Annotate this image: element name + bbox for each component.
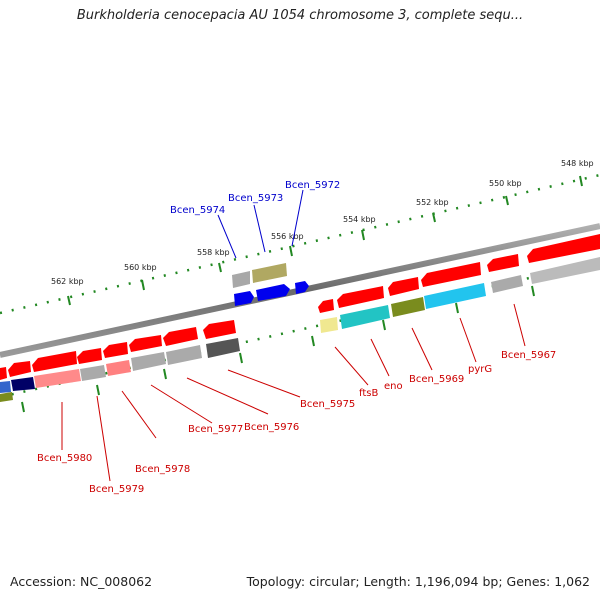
- top-callouts: [217, 189, 304, 259]
- ruler-label: 556 kbp: [271, 232, 304, 241]
- ruler-label: 550 kbp: [489, 179, 522, 188]
- topology-summary: Topology: circular; Length: 1,196,094 bp…: [246, 574, 590, 589]
- gene-left-6[interactable]: [32, 351, 77, 372]
- map-title: Burkholderia cenocepacia AU 1054 chromos…: [76, 8, 524, 23]
- reverse-genes-left[interactable]: [0, 320, 240, 402]
- gene-left-2[interactable]: [163, 327, 198, 346]
- gene-left-olive[interactable]: [0, 392, 13, 402]
- gene-bcen-5967-red[interactable]: [487, 254, 519, 272]
- gene-olive[interactable]: [391, 297, 425, 317]
- ruler-label: 560 kbp: [124, 263, 157, 272]
- gene-blue-2[interactable]: [256, 284, 290, 301]
- gene-label-pyrg[interactable]: pyrG: [468, 364, 492, 375]
- gene-label-bcen-5980[interactable]: Bcen_5980: [37, 453, 92, 464]
- gene-left-3[interactable]: [129, 335, 162, 352]
- gene-far-right-red[interactable]: [527, 234, 600, 263]
- gene-label-bcen-5978[interactable]: Bcen_5978: [135, 464, 190, 475]
- gene-left-pink[interactable]: [106, 360, 131, 376]
- gene-blue-3[interactable]: [295, 281, 309, 294]
- ruler-label: 562 kbp: [51, 277, 84, 286]
- gene-yellow[interactable]: [320, 317, 338, 333]
- ruler-label: 552 kbp: [416, 198, 449, 207]
- gene-label-ftsb[interactable]: ftsB: [359, 388, 378, 399]
- ruler-label: 554 kbp: [343, 215, 376, 224]
- gene-cyan-1[interactable]: [340, 305, 390, 329]
- gene-left-4[interactable]: [103, 342, 128, 358]
- gene-left-navy[interactable]: [11, 377, 35, 391]
- reverse-genes-right[interactable]: [318, 234, 600, 333]
- gene-label-eno[interactable]: eno: [384, 381, 403, 392]
- gene-gray-1[interactable]: [491, 275, 523, 293]
- gene-ftsb[interactable]: [318, 299, 334, 313]
- gene-eno-red[interactable]: [337, 286, 384, 308]
- gene-label-bcen-5979[interactable]: Bcen_5979: [89, 484, 144, 495]
- gene-label-bcen-5972[interactable]: Bcen_5972: [285, 180, 340, 191]
- gene-left-gray-a[interactable]: [166, 345, 202, 365]
- gene-label-bcen-5975[interactable]: Bcen_5975: [300, 399, 355, 410]
- gene-left-5[interactable]: [77, 348, 102, 364]
- gene-label-bcen-5973[interactable]: Bcen_5973: [228, 193, 283, 204]
- gene-label-bcen-5969[interactable]: Bcen_5969: [409, 374, 464, 385]
- gene-blue-1[interactable]: [234, 291, 254, 306]
- gene-label-bcen-5967[interactable]: Bcen_5967: [501, 350, 556, 361]
- bottom-callouts: [61, 303, 526, 482]
- gene-gray-2[interactable]: [530, 257, 600, 284]
- gene-label-bcen-5974[interactable]: Bcen_5974: [170, 205, 225, 216]
- gene-left-pink-2[interactable]: [34, 369, 81, 388]
- forward-genes[interactable]: [232, 263, 309, 306]
- accession-text: Accession: NC_008062: [10, 574, 153, 589]
- gene-pyrg-red[interactable]: [421, 262, 481, 287]
- gene-label-bcen-5976[interactable]: Bcen_5976: [244, 422, 299, 433]
- ruler-label: 558 kbp: [197, 248, 230, 257]
- gene-left-1[interactable]: [203, 320, 236, 339]
- gene-label-bcen-5977[interactable]: Bcen_5977: [188, 424, 243, 435]
- gene-left-8[interactable]: [0, 367, 7, 380]
- gene-left-gray-c[interactable]: [80, 365, 106, 381]
- gene-left-blue[interactable]: [0, 381, 11, 393]
- gene-left-gray-b[interactable]: [131, 352, 166, 371]
- gene-bcen-5969-red[interactable]: [388, 277, 419, 296]
- gene-bcen-5974[interactable]: [232, 271, 250, 288]
- ruler-label: 548 kbp: [561, 159, 594, 168]
- gene-cyan-2[interactable]: [424, 283, 486, 309]
- outer-ruler: 548 kbp 550 kbp 552 kbp 554 kbp 556 kbp …: [0, 159, 600, 315]
- gene-left-gray-dark[interactable]: [206, 338, 240, 358]
- gene-bcen-5973[interactable]: [252, 263, 287, 283]
- gene-left-7[interactable]: [8, 361, 31, 377]
